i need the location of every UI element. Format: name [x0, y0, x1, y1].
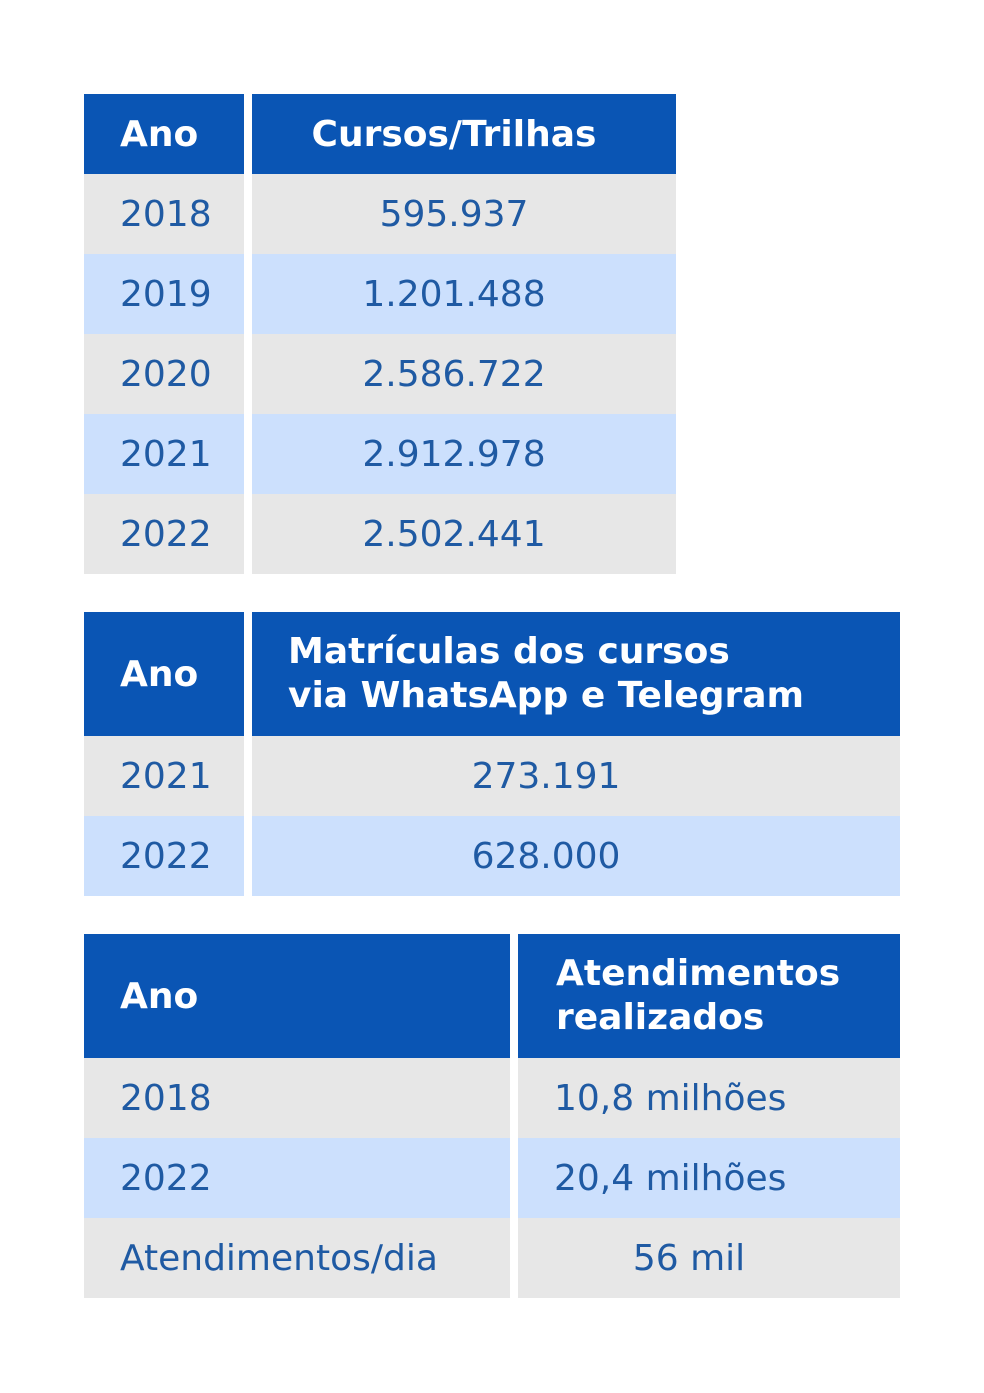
- table-row-value: 56 mil: [518, 1218, 900, 1298]
- table-row-year: 2021: [84, 736, 244, 816]
- header-year: Ano: [84, 94, 244, 174]
- table-row-label: Atendimentos/dia: [84, 1218, 510, 1298]
- table-row-year: 2022: [84, 494, 244, 574]
- table-row-year: 2020: [84, 334, 244, 414]
- table-row-year: 2019: [84, 254, 244, 334]
- table-row-value: 2.502.441: [252, 494, 676, 574]
- table-row-year: 2021: [84, 414, 244, 494]
- table-row-year: 2018: [84, 174, 244, 254]
- table-row-value: 1.201.488: [252, 254, 676, 334]
- table-row-value: 20,4 milhões: [518, 1138, 900, 1218]
- header-courses: Cursos/Trilhas: [252, 94, 676, 174]
- courses-table: Ano Cursos/Trilhas 2018 595.937 2019 1.2…: [84, 94, 676, 574]
- table-row-value: 595.937: [252, 174, 676, 254]
- services-table: Ano Atendimentos realizados 2018 10,8 mi…: [84, 934, 900, 1298]
- table-row-year: 2022: [84, 816, 244, 896]
- table-row-value: 628.000: [252, 816, 900, 896]
- header-enrollments: Matrículas dos cursos via WhatsApp e Tel…: [252, 612, 900, 736]
- header-year: Ano: [84, 612, 244, 736]
- table-row-value: 273.191: [252, 736, 900, 816]
- table-row-year: 2018: [84, 1058, 510, 1138]
- table-row-year: 2022: [84, 1138, 510, 1218]
- header-services: Atendimentos realizados: [518, 934, 900, 1058]
- table-row-value: 10,8 milhões: [518, 1058, 900, 1138]
- table-row-value: 2.912.978: [252, 414, 676, 494]
- table-row-value: 2.586.722: [252, 334, 676, 414]
- header-year: Ano: [84, 934, 510, 1058]
- enrollments-table: Ano Matrículas dos cursos via WhatsApp e…: [84, 612, 900, 896]
